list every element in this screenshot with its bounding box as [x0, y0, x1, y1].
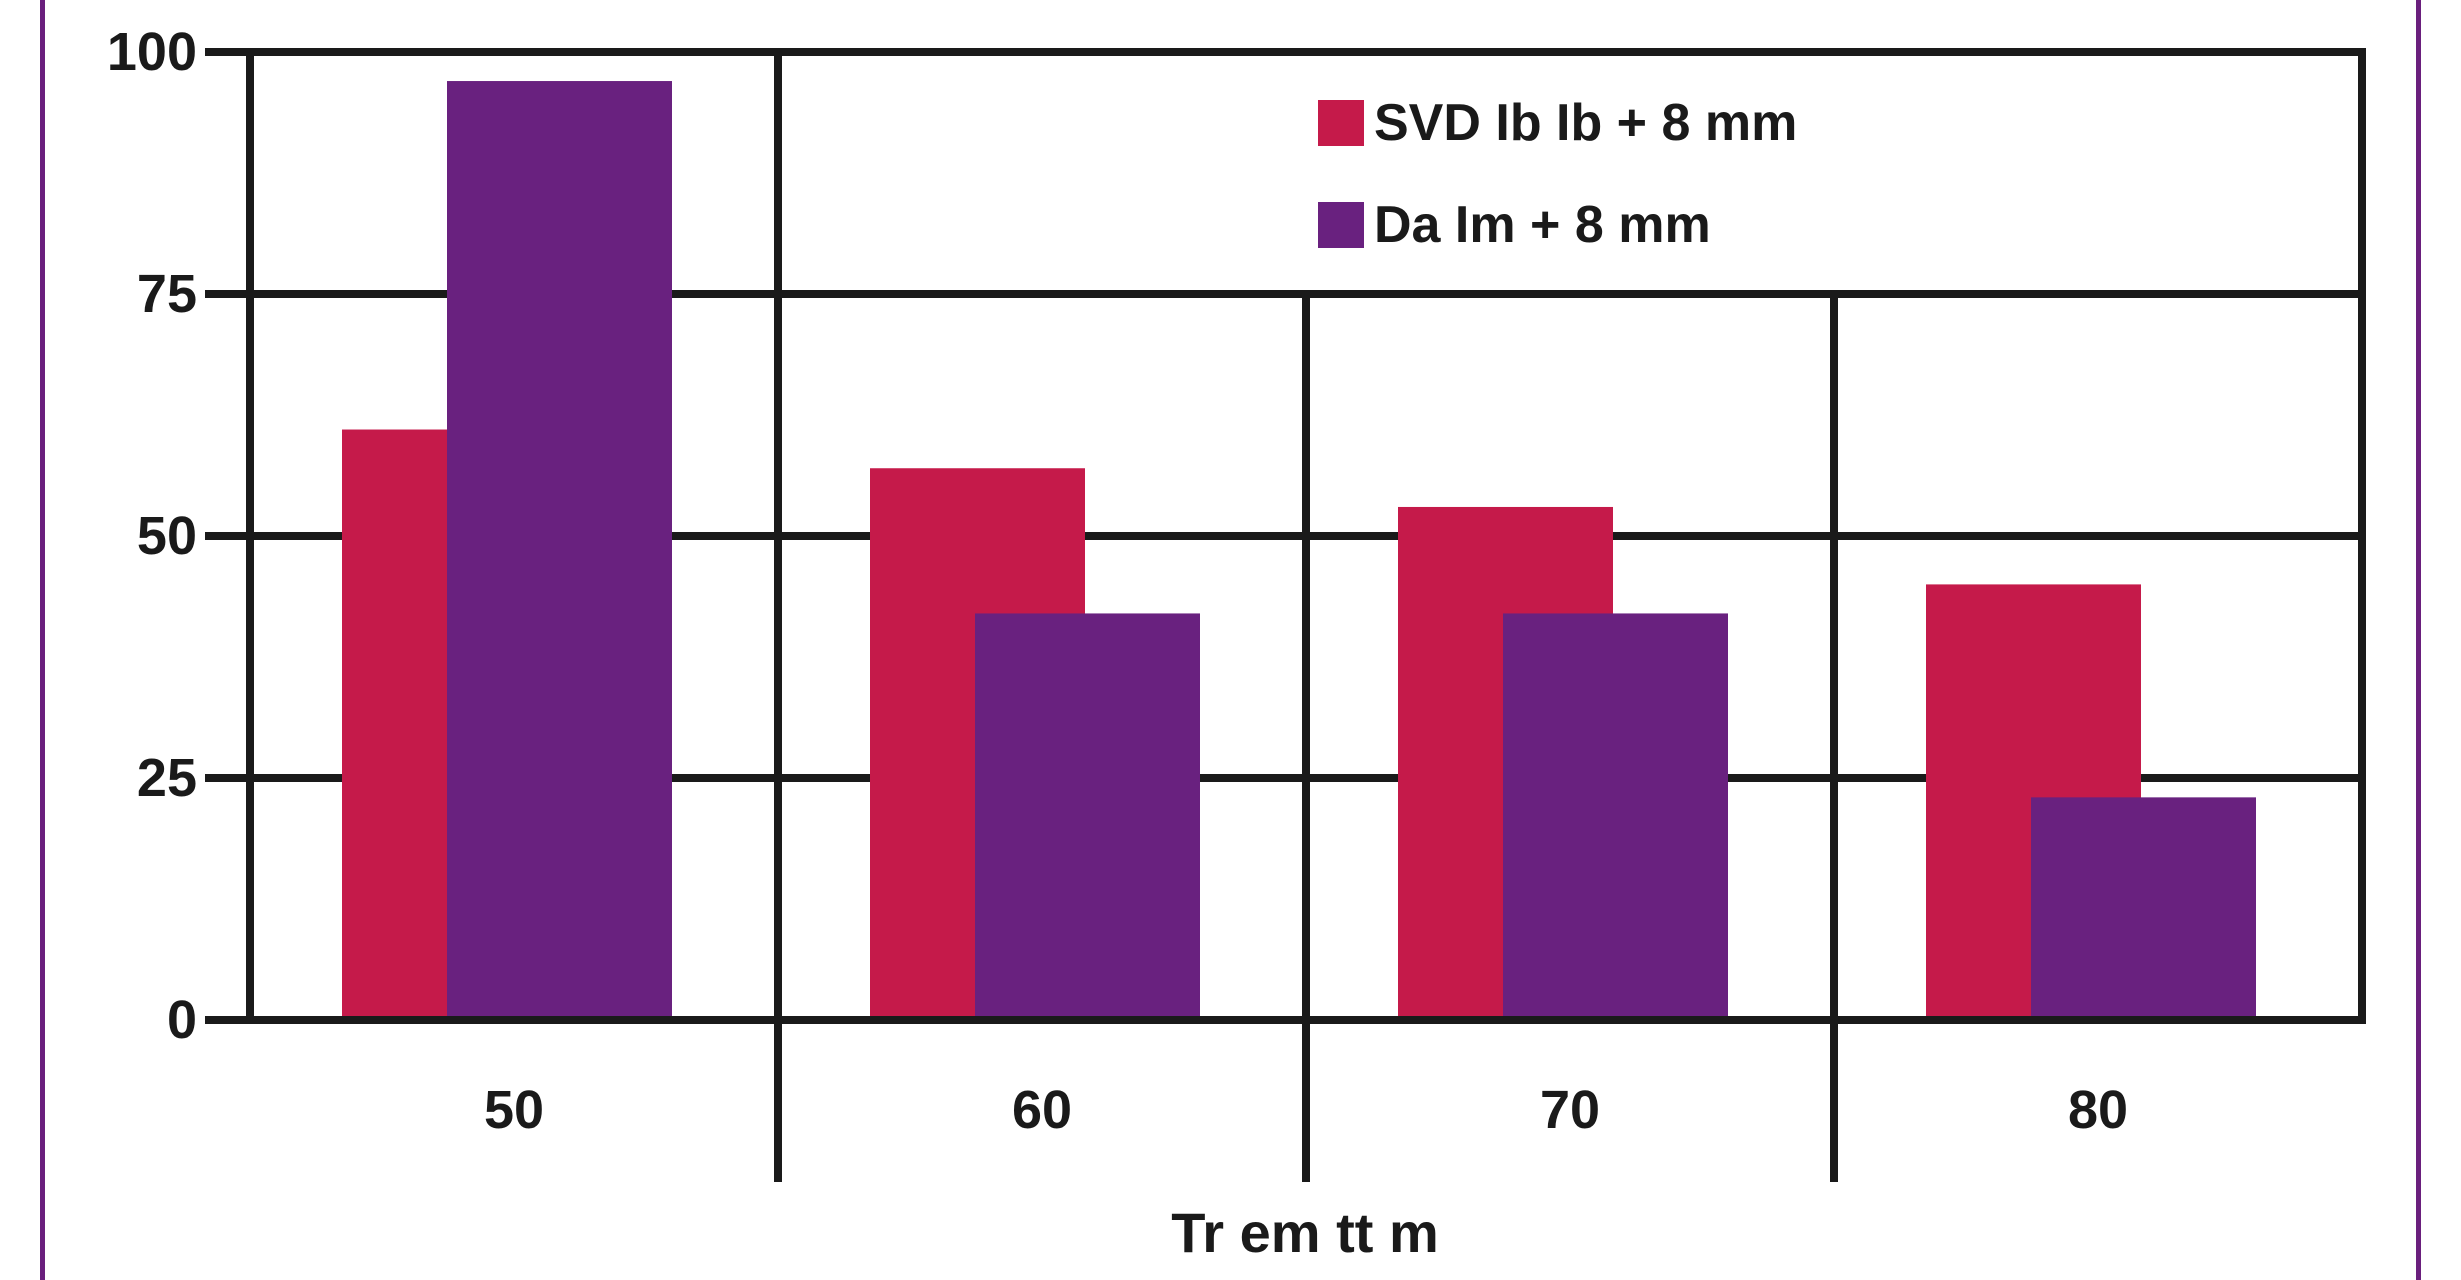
y-tick-label: 50	[137, 506, 197, 566]
y-tick-labels: 0 25 50 75 100	[107, 22, 197, 1050]
x-tick-label: 60	[1012, 1080, 1072, 1140]
y-tick-label: 75	[137, 264, 197, 324]
plot-frame-layer	[246, 48, 2366, 1024]
bars-layer	[342, 81, 2256, 1021]
x-axis-title: Tr em tt m	[1171, 1201, 1439, 1264]
legend: SVD Ib Ib + 8 mm Da Im + 8 mm	[1318, 94, 1797, 254]
y-tick-label: 25	[137, 748, 197, 808]
x-tick-label: 80	[2068, 1080, 2128, 1140]
bar-series2-80	[2031, 797, 2256, 1020]
y-tick-label: 100	[107, 22, 197, 82]
legend-swatch-1	[1318, 100, 1364, 146]
bar-series2-60	[975, 613, 1200, 1020]
y-tick-label: 0	[167, 990, 197, 1050]
legend-label-1: SVD Ib Ib + 8 mm	[1374, 94, 1797, 152]
x-tick-label: 50	[484, 1080, 544, 1140]
x-tick-labels: 50 60 70 80	[484, 1080, 2128, 1140]
bar-series2-50	[447, 81, 672, 1021]
x-tick-label: 70	[1540, 1080, 1600, 1140]
left-border	[40, 0, 45, 1280]
legend-label-2: Da Im + 8 mm	[1374, 196, 1711, 254]
bar-series2-70	[1503, 613, 1728, 1020]
right-border	[2416, 0, 2421, 1280]
plot-frame	[246, 48, 2366, 1024]
legend-swatch-2	[1318, 202, 1364, 248]
